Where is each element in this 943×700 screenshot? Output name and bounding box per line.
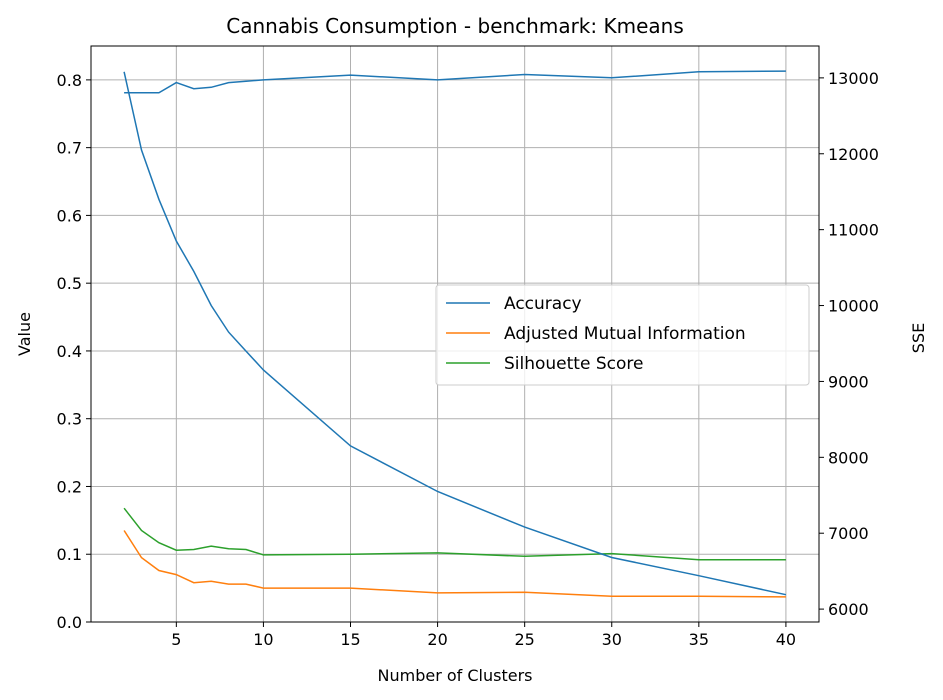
legend-label: Adjusted Mutual Information [504,324,746,344]
y2-axis-label: SSE [909,323,928,353]
legend-label: Silhouette Score [504,354,643,374]
y-tick-label: 0.8 [57,71,82,90]
y2-tick-label: 13000 [828,69,879,88]
y2-tick-label: 11000 [828,221,879,240]
y-tick-label: 0.0 [57,613,82,632]
y-tick-label: 0.4 [57,342,82,361]
x-tick-label: 35 [689,630,709,649]
plot-frame [90,45,820,623]
legend-label: Accuracy [504,294,582,314]
y-tick-label: 0.1 [57,545,82,564]
y-axis-right: 6000 7000 8000 9000 10000 11000 12000 13000 [819,69,879,619]
y-axis-label: Value [15,312,34,356]
y2-tick-label: 6000 [828,600,869,619]
x-tick-label: 40 [776,630,796,649]
y-tick-label: 0.6 [57,206,82,225]
series-line-sse [123,71,787,596]
x-tick-label: 20 [427,630,447,649]
x-axis: 5 10 15 20 25 30 35 40 [171,622,796,649]
series-line-silhouette-score [123,507,786,561]
legend-box [435,284,810,386]
y2-tick-label: 10000 [828,297,879,316]
y2-tick-label: 12000 [828,145,879,164]
y-axis-left: 0.0 0.1 0.2 0.3 0.4 0.5 0.6 0.7 0.8 [57,71,91,632]
series-lines [123,70,787,598]
y-tick-label: 0.7 [57,139,82,158]
chart-title: Cannabis Consumption - benchmark: Kmeans [226,14,684,38]
y2-tick-label: 8000 [828,448,869,467]
x-tick-label: 15 [340,630,360,649]
x-tick-label: 10 [253,630,273,649]
y2-tick-label: 7000 [828,524,869,543]
series-line-accuracy [124,70,786,94]
legend: Accuracy Adjusted Mutual Information Silho… [435,284,810,386]
x-axis-label: Number of Clusters [378,666,533,685]
y-tick-label: 0.2 [57,477,82,496]
series-line-adjusted-mutual-information [123,530,786,598]
y-tick-label: 0.5 [57,274,82,293]
y2-tick-label: 9000 [828,372,869,391]
x-tick-label: 5 [171,630,181,649]
y-tick-label: 0.3 [57,410,82,429]
x-tick-label: 25 [514,630,534,649]
x-tick-label: 30 [602,630,622,649]
